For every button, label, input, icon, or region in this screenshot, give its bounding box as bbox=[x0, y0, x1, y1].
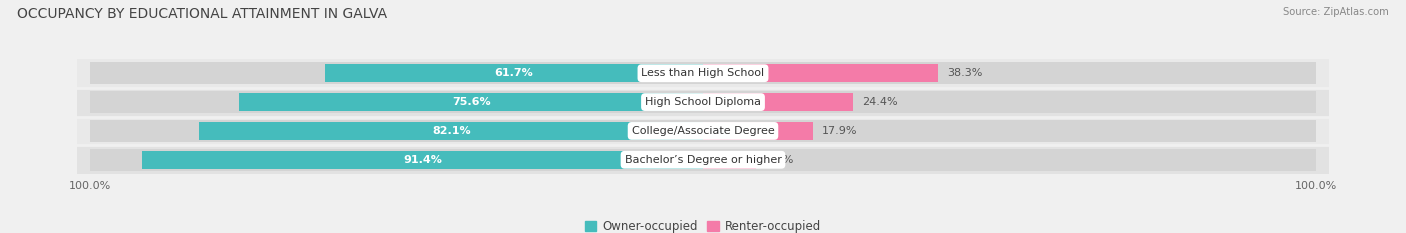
Legend: Owner-occupied, Renter-occupied: Owner-occupied, Renter-occupied bbox=[579, 215, 827, 233]
Text: 24.4%: 24.4% bbox=[862, 97, 897, 107]
Text: 17.9%: 17.9% bbox=[823, 126, 858, 136]
Bar bbox=[703, 151, 756, 169]
Bar bbox=[200, 122, 703, 140]
Bar bbox=[90, 91, 1316, 113]
Text: College/Associate Degree: College/Associate Degree bbox=[631, 126, 775, 136]
Bar bbox=[77, 59, 1329, 88]
Bar bbox=[90, 62, 1316, 85]
Bar bbox=[703, 93, 852, 111]
Text: 61.7%: 61.7% bbox=[495, 68, 533, 78]
Text: 38.3%: 38.3% bbox=[948, 68, 983, 78]
Text: 75.6%: 75.6% bbox=[451, 97, 491, 107]
Text: Less than High School: Less than High School bbox=[641, 68, 765, 78]
Bar bbox=[325, 64, 703, 82]
Text: Source: ZipAtlas.com: Source: ZipAtlas.com bbox=[1284, 7, 1389, 17]
Bar bbox=[77, 116, 1329, 145]
Bar bbox=[77, 88, 1329, 116]
Bar bbox=[703, 64, 938, 82]
Bar bbox=[142, 151, 703, 169]
Bar bbox=[703, 122, 813, 140]
Bar bbox=[90, 148, 1316, 171]
Text: 82.1%: 82.1% bbox=[432, 126, 471, 136]
Bar bbox=[77, 145, 1329, 174]
Text: Bachelor’s Degree or higher: Bachelor’s Degree or higher bbox=[624, 155, 782, 165]
Text: 8.6%: 8.6% bbox=[765, 155, 793, 165]
Text: 91.4%: 91.4% bbox=[404, 155, 441, 165]
Bar bbox=[239, 93, 703, 111]
Text: OCCUPANCY BY EDUCATIONAL ATTAINMENT IN GALVA: OCCUPANCY BY EDUCATIONAL ATTAINMENT IN G… bbox=[17, 7, 387, 21]
Text: High School Diploma: High School Diploma bbox=[645, 97, 761, 107]
Bar bbox=[90, 120, 1316, 142]
